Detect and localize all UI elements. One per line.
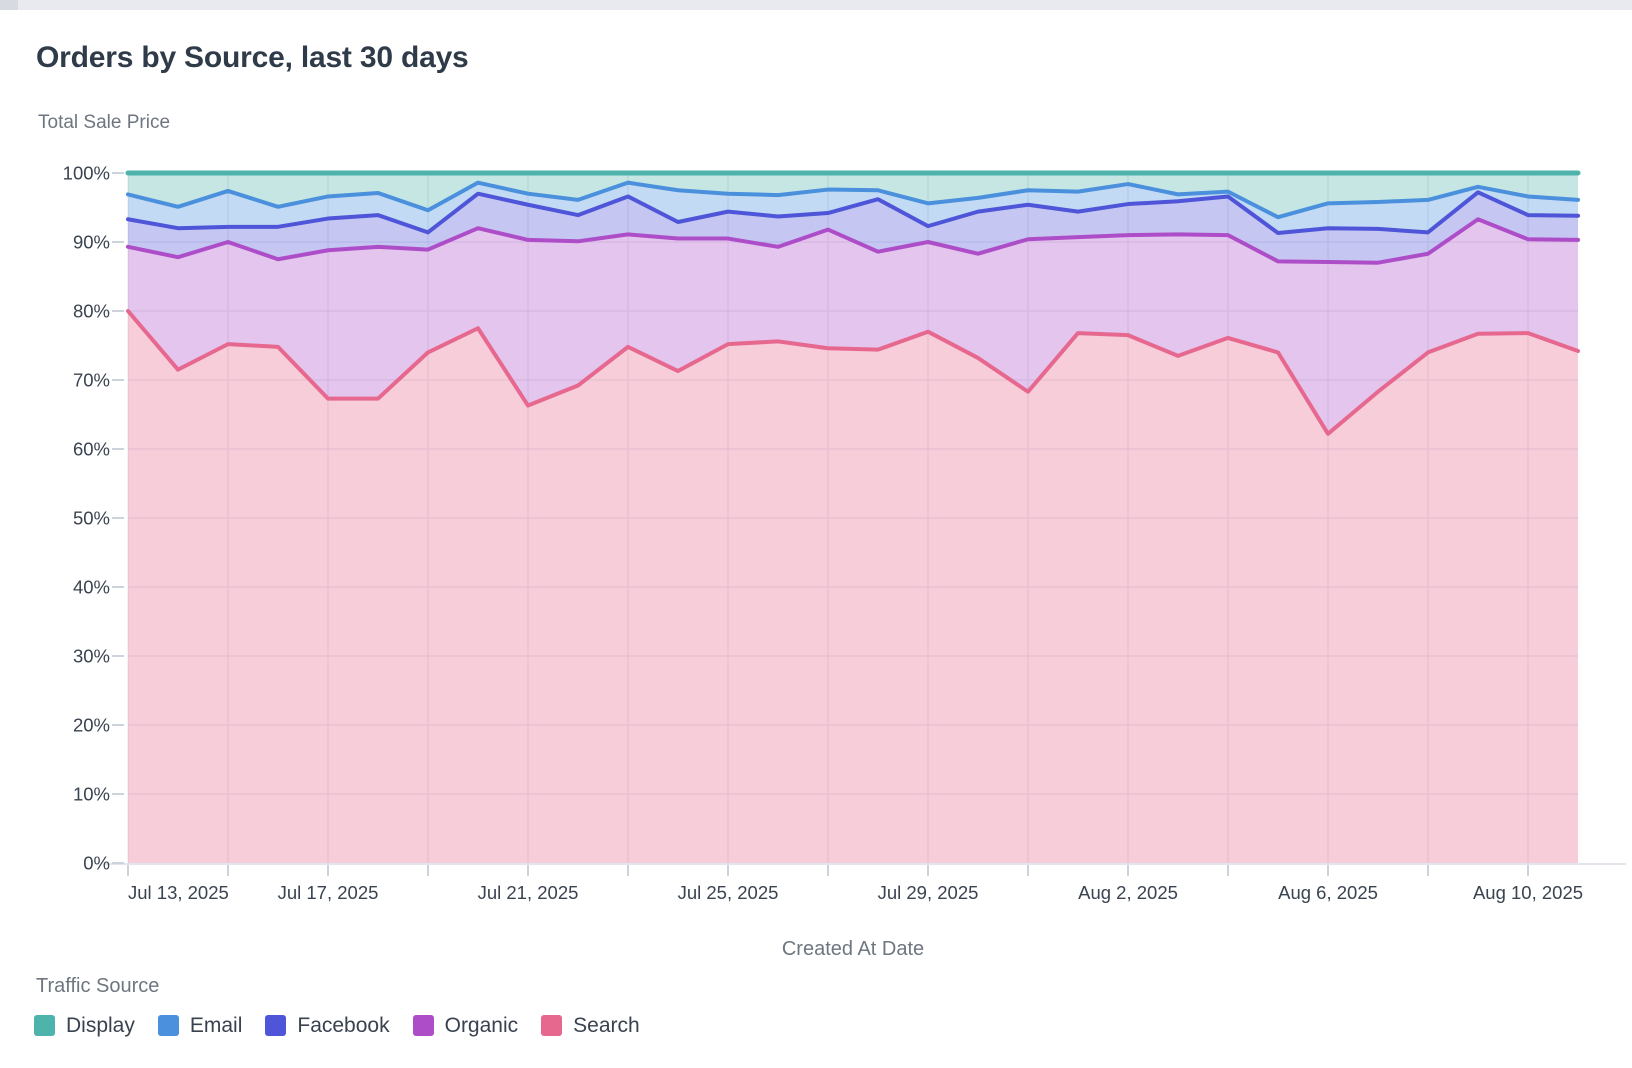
y-tick-label: 40% <box>73 577 110 598</box>
chart-title: Orders by Source, last 30 days <box>36 41 469 74</box>
x-tick-label: Aug 6, 2025 <box>1278 882 1378 903</box>
x-tick-label: Jul 21, 2025 <box>478 882 579 903</box>
series-line-search <box>126 309 1580 436</box>
series-line-organic <box>126 217 1580 265</box>
y-axis-title: Total Sale Price <box>38 112 171 133</box>
y-tick-label: 90% <box>73 232 110 253</box>
top-border <box>0 0 1632 10</box>
y-tick-label: 20% <box>73 715 110 736</box>
legend-swatch-search <box>541 1015 563 1036</box>
x-tick-label: Aug 2, 2025 <box>1078 882 1178 903</box>
area-band-organic[interactable] <box>128 219 1578 434</box>
y-tick-label: 60% <box>73 439 110 460</box>
legend-item-facebook[interactable]: Facebook <box>265 1014 390 1037</box>
legend-swatch-facebook <box>265 1015 287 1036</box>
legend-item-display[interactable]: Display <box>34 1015 135 1036</box>
y-tick-label: 100% <box>63 163 110 184</box>
legend-swatch-email <box>157 1015 179 1036</box>
y-tick-label: 50% <box>73 508 110 529</box>
area-band-facebook[interactable] <box>128 192 1578 263</box>
legend-label: Display <box>66 1014 135 1037</box>
legend-label: Organic <box>444 1014 519 1037</box>
legend: Display Email Facebook Organic Search <box>34 1015 640 1036</box>
legend-title: Traffic Source <box>36 975 160 997</box>
legend-swatch-organic <box>412 1015 434 1036</box>
area-band-search[interactable] <box>128 311 1578 863</box>
legend-label: Search <box>573 1014 640 1037</box>
legend-item-email[interactable]: Email <box>157 1014 243 1037</box>
y-tick-label: 80% <box>73 301 110 322</box>
top-border-accent <box>0 0 18 10</box>
x-tick-label: Jul 25, 2025 <box>678 882 779 903</box>
x-tick-label: Aug 10, 2025 <box>1473 882 1583 903</box>
x-tick-label: Jul 13, 2025 <box>128 882 229 903</box>
series-line-email <box>126 180 1580 220</box>
x-axis-title: Created At Date <box>781 938 925 960</box>
y-tick-label: 70% <box>73 370 110 391</box>
legend-item-search[interactable]: Search <box>541 1015 640 1036</box>
legend-label: Email <box>189 1014 243 1037</box>
series-line-facebook <box>126 190 1580 236</box>
y-tick-label: 10% <box>73 784 110 805</box>
legend-swatch-display <box>34 1015 55 1036</box>
x-tick-label: Jul 29, 2025 <box>878 882 979 903</box>
x-tick-label: Jul 17, 2025 <box>278 882 379 903</box>
y-tick-label: 30% <box>73 646 110 667</box>
y-tick-label: 0% <box>83 853 110 874</box>
legend-label: Facebook <box>297 1014 390 1037</box>
legend-item-organic[interactable]: Organic <box>412 1014 519 1037</box>
